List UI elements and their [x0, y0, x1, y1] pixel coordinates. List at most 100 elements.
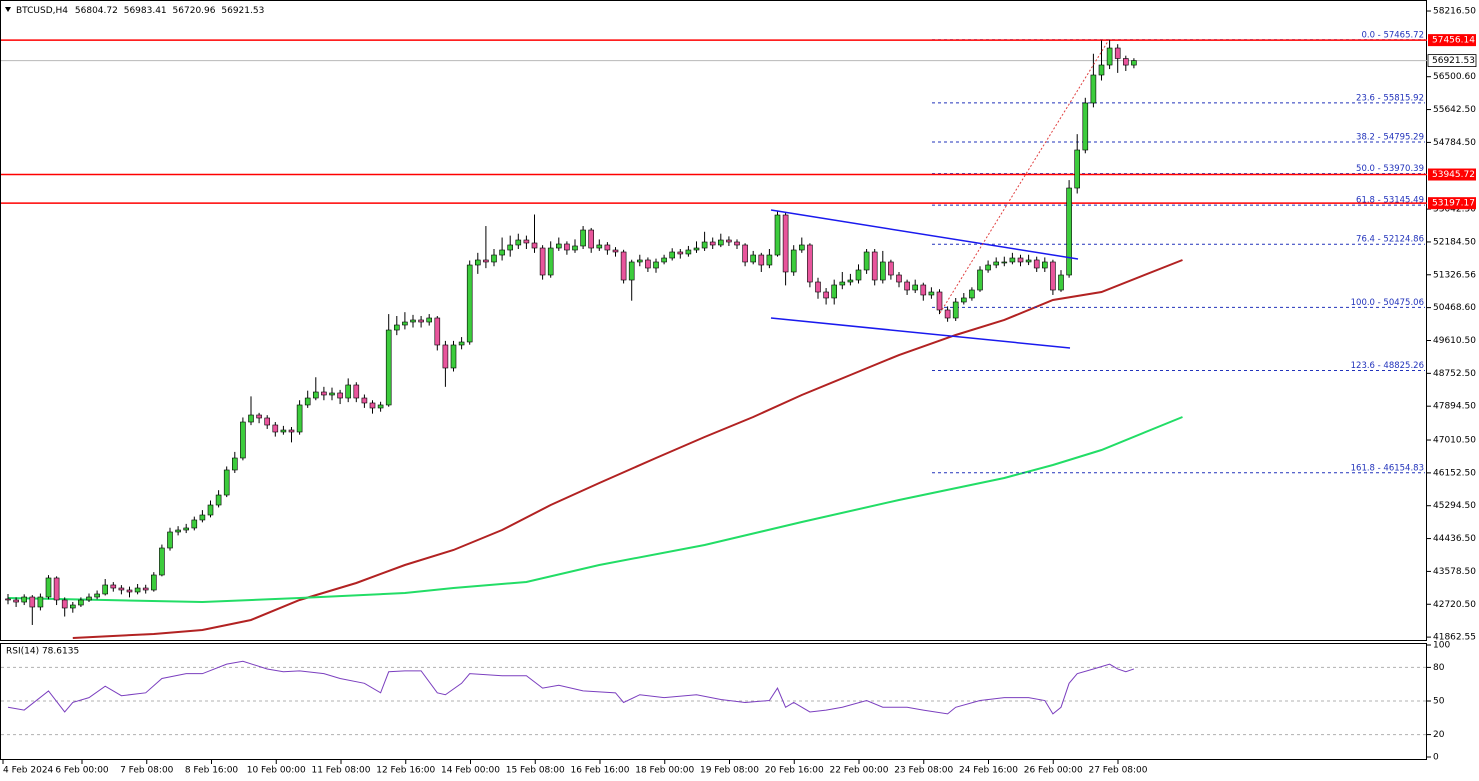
candle-body: [207, 504, 214, 516]
candle-body: [669, 251, 676, 259]
candle-body: [1090, 74, 1097, 104]
y-tick-label: 42720.50: [1433, 600, 1476, 610]
x-tick-label: 16 Feb 16:00: [570, 766, 629, 776]
candle-body: [483, 259, 489, 263]
candle-body: [491, 254, 497, 263]
candle-body: [329, 392, 335, 396]
candle-body: [815, 281, 821, 293]
x-tick-label: 27 Feb 08:00: [1088, 766, 1147, 776]
candle-body: [29, 596, 36, 608]
candle-body: [191, 519, 198, 529]
candle-body: [232, 457, 238, 471]
trend-line-lower[interactable]: [770, 317, 1071, 349]
trend-line-upper[interactable]: [770, 209, 1079, 260]
candle-body: [175, 529, 181, 533]
x-tick-label: 15 Feb 08:00: [506, 766, 565, 776]
candle-body: [701, 241, 708, 249]
fib-anchor-line[interactable]: [939, 37, 1111, 314]
y-tick-label: 45294.50: [1433, 501, 1476, 511]
candle-body: [256, 414, 262, 419]
price-box: [1428, 168, 1476, 181]
candle-body: [742, 244, 748, 263]
candle-body: [807, 244, 813, 283]
fib-label: 76.4 - 52124.86: [1356, 235, 1424, 245]
candle-body: [734, 241, 740, 246]
candle-body: [288, 429, 295, 433]
candle-body: [920, 284, 927, 296]
candle-body: [215, 494, 222, 506]
fib-label: 123.6 - 48825.26: [1351, 361, 1424, 371]
candle-body: [223, 469, 230, 496]
candle-body: [936, 291, 943, 311]
candle-body: [345, 384, 352, 399]
fib-label: 0.0 - 57465.72: [1361, 30, 1424, 40]
candle-body: [37, 596, 44, 608]
x-tick-label: 12 Feb 16:00: [376, 766, 435, 776]
candle-body: [1017, 257, 1024, 263]
candle-body: [515, 239, 522, 246]
candle-body: [636, 259, 643, 263]
candle-body: [547, 247, 554, 276]
candle-body: [1033, 259, 1040, 269]
candle-body: [442, 344, 449, 369]
candle-body: [272, 424, 279, 433]
candle-body: [969, 289, 975, 299]
candle-body: [393, 324, 400, 331]
candle-body: [458, 341, 465, 346]
x-tick-label: 23 Feb 08:00: [894, 766, 953, 776]
x-tick-label: 10 Feb 00:00: [247, 766, 306, 776]
rsi-pane: [0, 643, 1427, 760]
y-tick-label: 55642.50: [1433, 105, 1476, 115]
header-open: 56804.72: [75, 6, 118, 16]
candle-body: [580, 229, 586, 247]
rsi-tick-label: 0: [1433, 753, 1439, 763]
candle-body: [78, 599, 84, 606]
candle-body: [61, 599, 68, 609]
candle-body: [402, 321, 408, 326]
candle-body: [928, 291, 935, 296]
y-tick-label: 56500.60: [1433, 72, 1476, 82]
collapse-icon[interactable]: [5, 7, 11, 12]
header-low: 56720.96: [173, 6, 216, 16]
current-price-box: [1427, 54, 1477, 67]
candle-body: [353, 384, 360, 399]
candle-body: [70, 604, 76, 609]
y-tick-label: 49610.50: [1433, 336, 1476, 346]
candle-body: [474, 259, 481, 266]
candle-body: [726, 239, 732, 243]
candle-body: [1114, 47, 1121, 59]
candle-body: [240, 421, 246, 459]
x-tick-label: 26 Feb 00:00: [1024, 766, 1083, 776]
candle-body: [879, 261, 886, 281]
candle-body: [296, 404, 303, 433]
candle-body: [199, 514, 206, 521]
candle-body: [1042, 261, 1048, 269]
candle-body: [896, 274, 902, 283]
candle-body: [1066, 187, 1072, 276]
candle-body: [21, 596, 28, 603]
candle-body: [321, 391, 327, 396]
candle-body: [1001, 261, 1008, 264]
candle-body: [369, 402, 376, 409]
candle-body: [993, 261, 1000, 266]
moving-average: [7, 416, 1183, 603]
candle-body: [434, 317, 441, 346]
candle-body: [183, 527, 189, 531]
candle-body: [912, 284, 919, 291]
candle-body: [312, 391, 319, 399]
candle-body: [110, 584, 117, 589]
candle-body: [264, 417, 271, 426]
candle-body: [564, 243, 570, 251]
candle-body: [620, 251, 627, 281]
price-box: [1428, 197, 1476, 210]
candle-body: [985, 264, 991, 271]
y-tick-label: 54784.50: [1433, 138, 1476, 148]
candle-body: [596, 244, 603, 249]
candle-body: [952, 301, 959, 319]
header-high: 56983.41: [124, 6, 167, 16]
candle-body: [304, 397, 311, 406]
y-tick-label: 47010.50: [1433, 436, 1476, 446]
candle-body: [863, 251, 870, 271]
price-box-label: 57456.14: [1432, 36, 1475, 46]
candle-body: [94, 593, 100, 598]
